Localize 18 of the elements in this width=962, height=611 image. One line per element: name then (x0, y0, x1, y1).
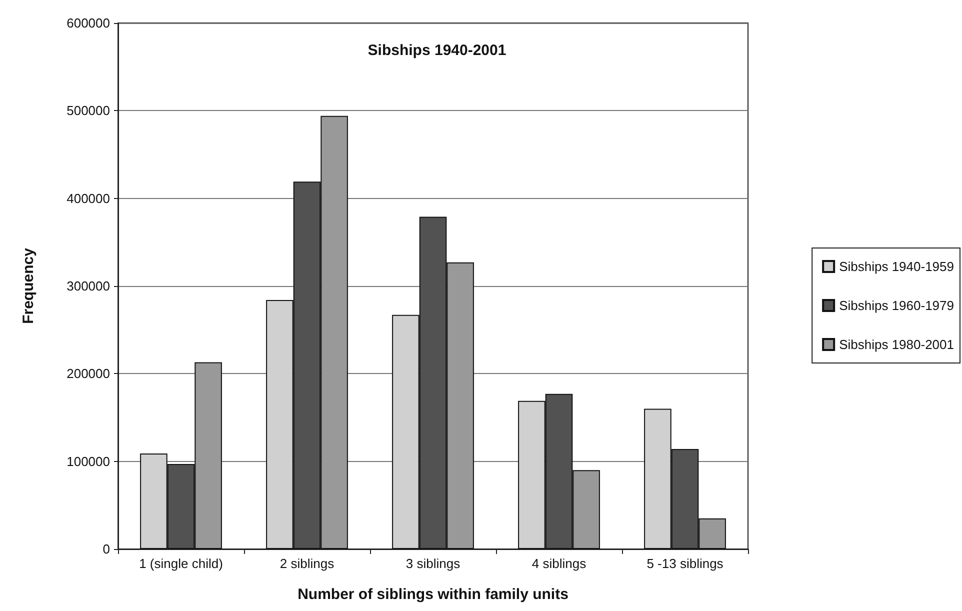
y-tick-label: 400000 (66, 190, 110, 206)
y-axis-title: Frequency (20, 247, 37, 324)
x-tick-label: 3 siblings (406, 556, 461, 571)
x-tick-label: 2 siblings (280, 556, 335, 571)
text: Sibships 1940-2001 (368, 42, 506, 59)
x-tick-label: 5 -13 siblings (646, 556, 724, 571)
y-tick-label: 200000 (66, 366, 110, 382)
x-tick-label: 4 siblings (532, 556, 587, 571)
x-axis-title: Number of siblings within family units (298, 586, 568, 603)
legend-label: Sibships 1940-1959 (839, 259, 954, 274)
legend-label: Sibships 1960-1979 (839, 298, 954, 313)
y-tick-label: 0 (102, 542, 110, 556)
y-tick-label: 300000 (66, 278, 110, 294)
y-tick-label: 100000 (66, 454, 110, 469)
y-tick-label: 500000 (66, 103, 110, 118)
x-tick-label: 1 (single child) (139, 556, 223, 571)
y-tick-label: 600000 (66, 16, 110, 30)
legend-label: Sibships 1980-2001 (839, 337, 954, 352)
